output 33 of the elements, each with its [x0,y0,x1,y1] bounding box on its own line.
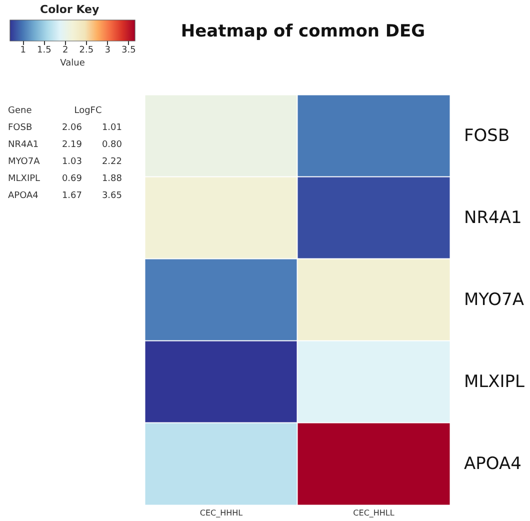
text: LogFC [73,106,103,116]
color-bar-label: 2 [62,46,68,56]
text: 0.69 [60,174,83,184]
color-bar-label: 1.5 [37,46,52,56]
x-tick-label: CEC_HHHL [200,508,244,518]
text: 1.88 [100,174,123,184]
color-bar-label: 2.5 [79,46,94,56]
text: 3.65 [100,191,123,201]
x-tick-label: CEC_HHLL [353,508,395,518]
y-tick-label: MLXIPL [464,372,526,392]
color-bar-label: 1 [20,46,26,56]
color-bar-label: 3.5 [122,46,136,56]
legend-title: Color Key [40,3,100,16]
y-tick-label: FOSB [464,126,510,146]
text: FOSB [8,123,34,133]
text: MYO7A [8,157,41,167]
y-tick-label: MYO7A [464,290,524,310]
text: 0.80 [100,140,123,150]
text: 2.06 [60,123,83,133]
text: 1.01 [100,123,123,133]
text: NR4A1 [8,140,40,150]
text: 2.22 [100,157,123,167]
text: MLXIPL [8,174,42,184]
chart-title: Heatmap of common DEG [180,22,426,42]
y-tick-label: NR4A1 [464,208,522,228]
text: APOA4 [8,191,40,201]
text: 1.67 [60,191,83,201]
color-bar-label: 3 [104,46,110,56]
text: 2.19 [60,140,83,150]
y-tick-label: APOA4 [464,454,522,474]
text: Gene [8,106,33,116]
color-bar-title: Value [60,58,86,68]
text: 1.03 [60,157,83,167]
